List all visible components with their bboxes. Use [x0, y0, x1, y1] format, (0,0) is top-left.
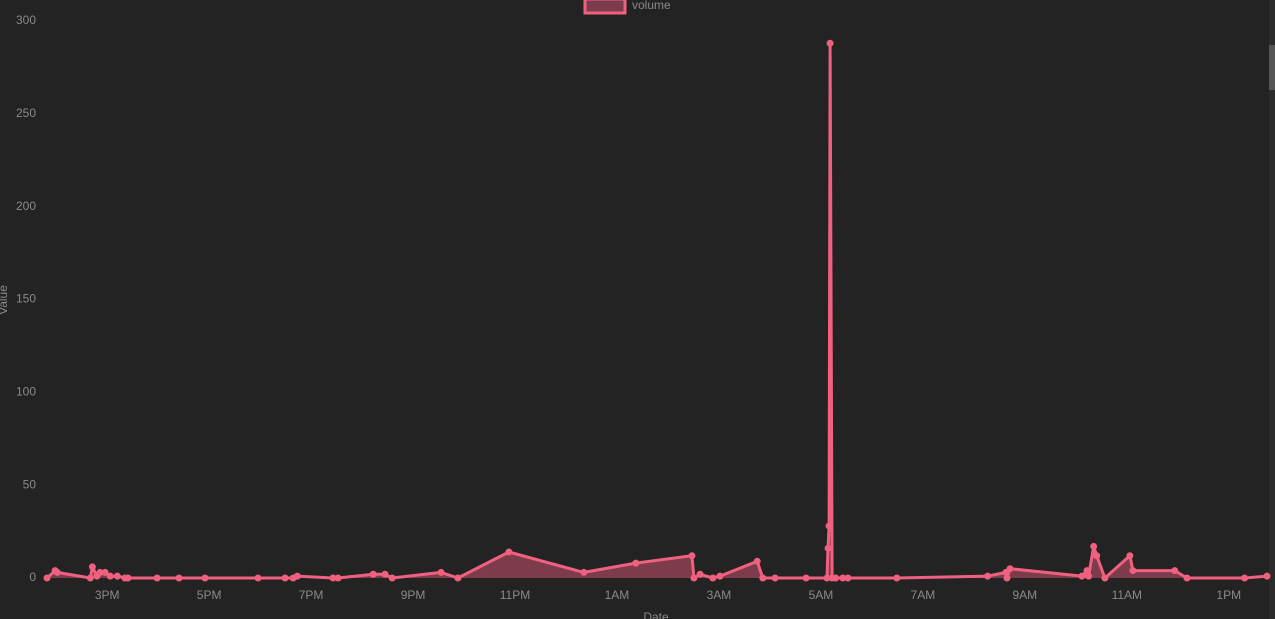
point — [1083, 567, 1091, 575]
point — [1126, 552, 1134, 560]
point — [381, 570, 389, 578]
point — [153, 574, 161, 582]
point — [802, 574, 810, 582]
point — [201, 574, 209, 582]
point — [709, 574, 717, 582]
point — [88, 563, 96, 571]
point — [53, 568, 61, 576]
point — [1171, 567, 1179, 575]
x-tick-label: 3PM — [95, 588, 120, 602]
x-tick-label: 11AM — [1112, 588, 1142, 602]
point — [688, 552, 696, 560]
point — [43, 574, 51, 582]
x-tick-label: 5PM — [197, 588, 222, 602]
y-tick-label: 200 — [16, 199, 36, 213]
point — [844, 574, 852, 582]
point — [454, 574, 462, 582]
y-tick-label: 300 — [16, 13, 36, 27]
point — [825, 522, 833, 530]
y-tick-label: 100 — [16, 385, 36, 399]
point — [984, 572, 992, 580]
x-axis-label: Date — [643, 610, 669, 619]
point — [437, 568, 445, 576]
x-tick-label: 1PM — [1216, 588, 1241, 602]
point — [254, 574, 262, 582]
x-tick-label: 7PM — [299, 588, 324, 602]
point — [1085, 572, 1093, 580]
point — [1090, 542, 1098, 550]
point — [369, 570, 377, 578]
y-tick-label: 150 — [16, 292, 36, 306]
point — [580, 568, 588, 576]
legend-label: volume — [632, 0, 671, 12]
y-tick-label: 250 — [16, 106, 36, 120]
x-tick-label: 3AM — [707, 588, 732, 602]
point — [771, 574, 779, 582]
point — [113, 572, 121, 580]
x-tick-label: 7AM — [911, 588, 936, 602]
point — [293, 572, 301, 580]
x-tick-label: 11PM — [500, 588, 530, 602]
point — [505, 548, 513, 556]
point — [824, 544, 832, 552]
point — [1003, 574, 1011, 582]
y-axis-label: Value — [0, 285, 10, 315]
point — [893, 574, 901, 582]
point — [759, 574, 767, 582]
point — [334, 574, 342, 582]
point — [1078, 572, 1086, 580]
point — [106, 572, 114, 580]
point — [1101, 574, 1109, 582]
point — [696, 570, 704, 578]
point — [753, 557, 761, 565]
point — [826, 39, 834, 47]
x-tick-label: 1AM — [605, 588, 630, 602]
x-tick-label: 9AM — [1012, 588, 1037, 602]
y-tick-label: 50 — [23, 477, 37, 491]
x-tick-label: 5AM — [809, 588, 834, 602]
point — [101, 568, 109, 576]
point — [124, 574, 132, 582]
y-tick-label: 0 — [29, 570, 36, 584]
point — [832, 574, 840, 582]
scrollbar-track — [1269, 0, 1275, 619]
point — [86, 574, 94, 582]
point — [632, 559, 640, 567]
point — [1006, 565, 1014, 573]
point — [1093, 552, 1101, 560]
point — [1241, 574, 1249, 582]
legend-swatch — [583, 0, 627, 15]
point — [281, 574, 289, 582]
point — [716, 572, 724, 580]
point — [175, 574, 183, 582]
point — [388, 574, 396, 582]
point — [1129, 567, 1137, 575]
point — [690, 574, 698, 582]
x-tick-label: 9PM — [401, 588, 426, 602]
point — [1263, 572, 1271, 580]
scrollbar-thumb[interactable] — [1269, 45, 1275, 90]
point — [1183, 574, 1191, 582]
